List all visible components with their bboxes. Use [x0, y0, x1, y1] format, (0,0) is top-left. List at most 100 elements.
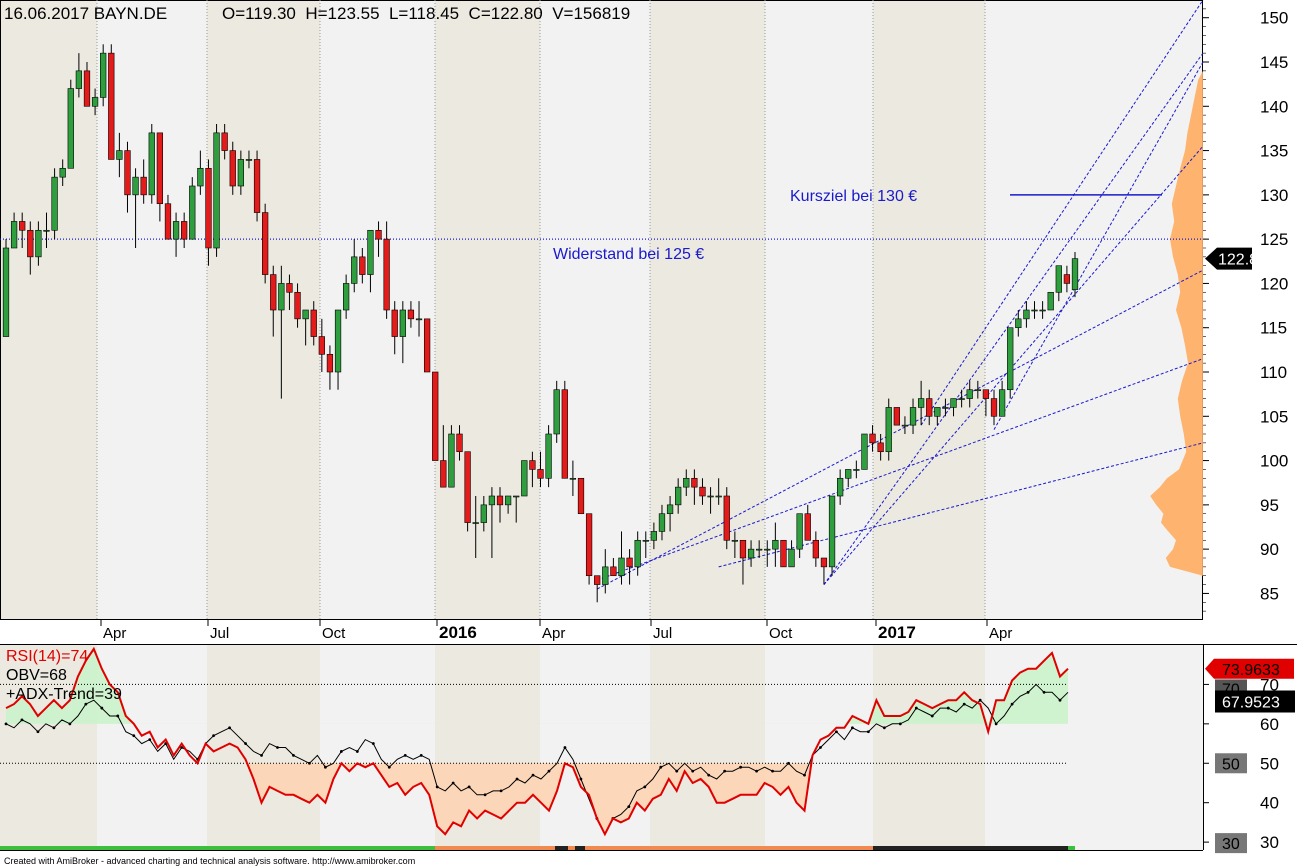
obv-point	[994, 722, 998, 726]
candle-body	[270, 274, 277, 311]
indicator-legend: RSI(14)=74	[6, 648, 88, 665]
candle-body	[861, 433, 868, 470]
candle-body	[893, 407, 900, 426]
candle-body	[788, 548, 795, 568]
candle-body	[594, 575, 601, 585]
candle-body	[772, 539, 779, 550]
indicator-band	[97, 645, 207, 850]
candle-body	[440, 460, 447, 488]
obv-point	[499, 789, 503, 793]
candle-body	[2, 247, 10, 337]
obv-point	[52, 726, 56, 730]
candle-body	[1023, 309, 1030, 320]
obv-point	[771, 769, 774, 773]
candle-body	[164, 203, 172, 240]
candle-body	[43, 229, 50, 232]
trend-bar	[0, 846, 435, 850]
candle-body	[804, 513, 811, 541]
indicator-tick-label: 40	[1260, 794, 1279, 813]
candle-body	[391, 309, 398, 337]
candle-body	[585, 513, 593, 577]
candle-body	[796, 513, 803, 550]
candle-body	[699, 486, 706, 497]
x-tick-label: 2016	[439, 623, 477, 642]
rsi-line	[5, 646, 1069, 837]
candle-body	[367, 229, 374, 275]
obv-point	[435, 785, 439, 789]
obv-point	[260, 753, 263, 757]
obv-point	[339, 750, 343, 753]
price-band	[0, 0, 97, 620]
rsi-value-label: 73.9633	[1222, 662, 1280, 679]
obv-point	[244, 742, 247, 745]
candle-body	[172, 221, 180, 240]
indicator-tick-label: 30	[1260, 833, 1279, 852]
obv-point	[819, 746, 822, 749]
candle-body	[1063, 274, 1071, 284]
candle-body	[917, 398, 925, 408]
obv-point	[419, 753, 423, 757]
obv-point	[483, 793, 487, 797]
indicator-tick-label: 70	[1260, 675, 1279, 694]
price-tick-label: 105	[1260, 407, 1288, 426]
candle-body	[966, 389, 973, 399]
candle-body	[974, 389, 981, 392]
candle-body	[885, 407, 892, 453]
price-band	[765, 0, 873, 620]
candle-body	[432, 371, 439, 461]
candle-body	[845, 469, 852, 479]
obv-point	[978, 698, 982, 702]
candle-body	[310, 309, 317, 337]
obv-point	[276, 746, 279, 749]
indicator-band	[873, 645, 985, 850]
obv-point	[882, 726, 886, 730]
candle-body	[1007, 327, 1014, 391]
obv-point	[84, 702, 88, 706]
candle-body	[853, 469, 860, 471]
candle-body	[375, 229, 382, 240]
price-tick-label: 135	[1260, 142, 1288, 161]
level-label-50: 50	[1222, 756, 1240, 773]
candle-body	[496, 495, 504, 506]
candle-body	[189, 185, 196, 240]
x-tick-label: Jul	[210, 625, 229, 642]
trend-bar	[435, 846, 873, 850]
candle-body	[1031, 309, 1038, 312]
obv-point	[68, 722, 72, 726]
candle-body	[1039, 309, 1046, 312]
price-tick-label: 115	[1260, 319, 1287, 338]
candle-body	[205, 167, 212, 249]
obv-point	[962, 702, 966, 706]
indicator-tick-label: 60	[1260, 715, 1279, 734]
candle-body	[675, 486, 682, 506]
obv-point	[1042, 690, 1046, 694]
last-price-label: 122.8	[1218, 252, 1258, 269]
trendline	[993, 61, 1204, 430]
candle-body	[132, 176, 139, 196]
candle-body	[100, 52, 107, 98]
axis-background	[1204, 0, 1297, 868]
obv-point	[515, 777, 519, 781]
obv-point	[20, 718, 24, 722]
candle-body	[197, 167, 204, 187]
candle-body	[958, 398, 965, 400]
obv-point	[866, 730, 870, 734]
candle-body	[569, 477, 577, 480]
candle-body	[545, 433, 552, 479]
candle-body	[715, 495, 722, 498]
indicator-band	[650, 645, 765, 850]
candle-body	[820, 557, 828, 568]
candle-body	[982, 389, 990, 399]
candle-body	[156, 132, 164, 205]
obv-point	[323, 765, 327, 769]
obv-point	[531, 773, 535, 777]
candle-body	[399, 309, 406, 337]
candle-body	[10, 221, 18, 249]
candle-body	[901, 424, 909, 427]
candle-body	[27, 229, 34, 258]
price-tick-label: 85	[1260, 584, 1279, 603]
obv-point	[851, 726, 854, 730]
candle-body	[990, 398, 998, 417]
